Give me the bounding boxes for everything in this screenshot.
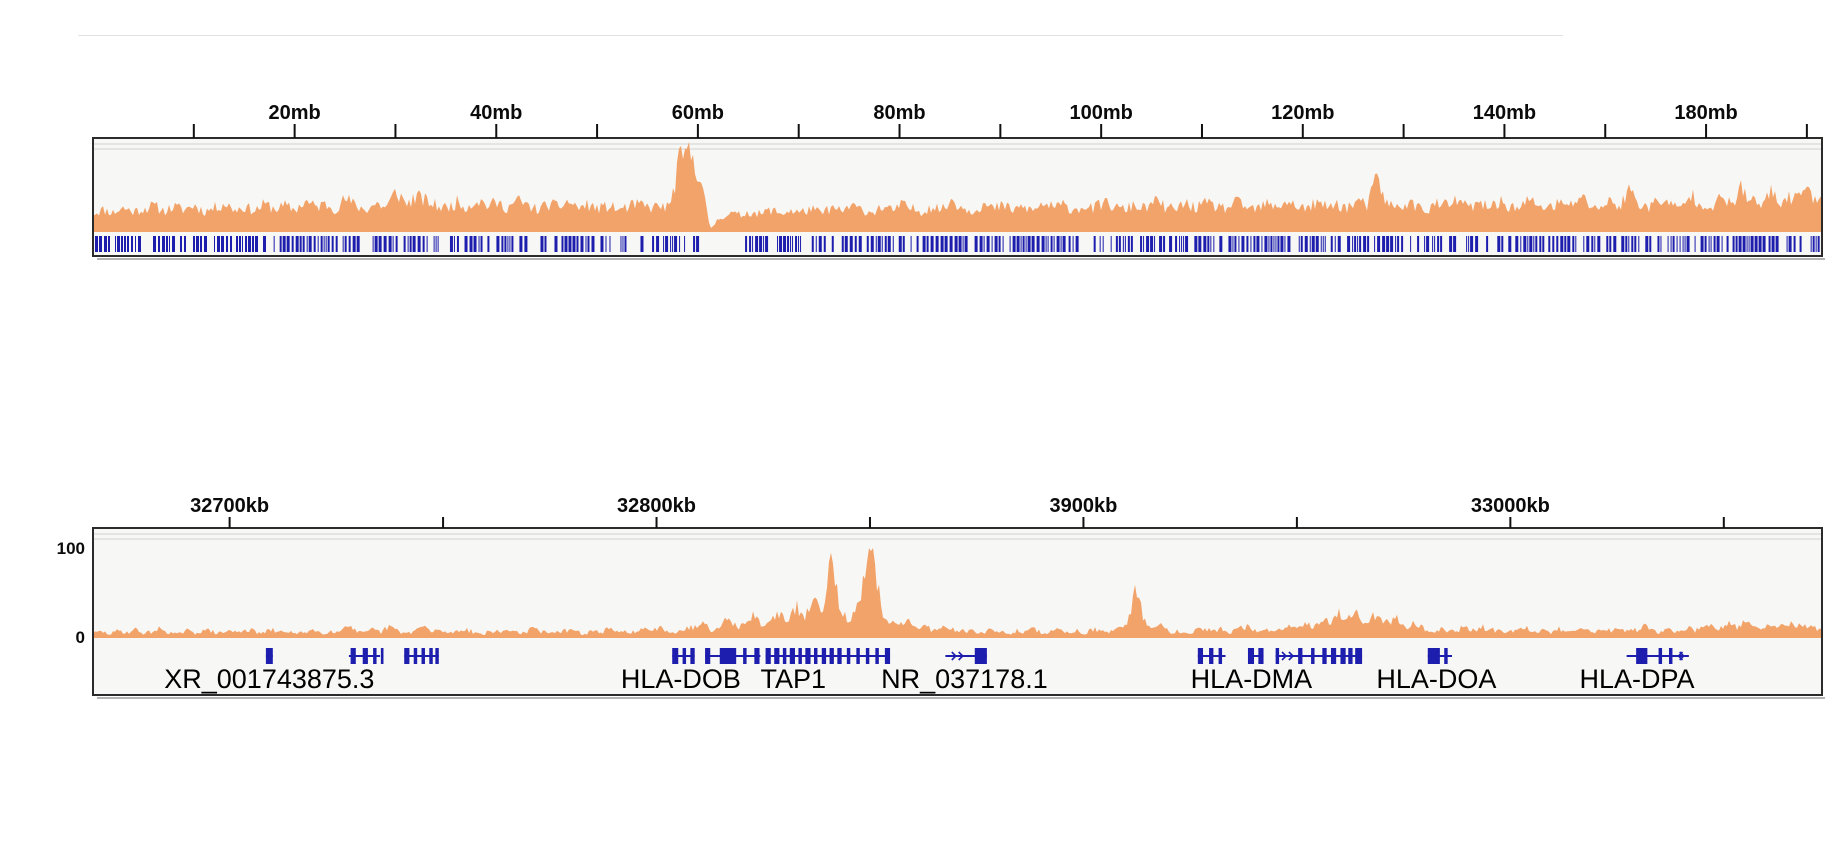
gene-exon (789, 648, 795, 664)
ruler-label: 60mb (672, 102, 724, 124)
gene-label: HLA-DOB (621, 664, 741, 694)
gene-label: HLA-DPA (1579, 664, 1694, 694)
gene-strand-arrow (951, 651, 957, 661)
gene-exon (1258, 648, 1264, 664)
gene-exon (672, 648, 679, 664)
gene-exon (1636, 648, 1648, 664)
gene-label: HLA-DMA (1191, 664, 1313, 694)
gene-label: HLA-DOA (1376, 664, 1496, 694)
gene-exon (865, 648, 870, 664)
gene-density-track (93, 236, 1820, 252)
gene-exon (690, 648, 695, 664)
gene-exon (719, 648, 737, 664)
gene-exon (754, 648, 760, 664)
gene-exon (821, 648, 827, 664)
gene-exon (813, 648, 818, 664)
gene-exon (1348, 648, 1353, 664)
ruler-label: 180mb (1674, 102, 1737, 124)
gene-exon (1658, 648, 1663, 664)
gene-exon (1330, 648, 1337, 664)
gene-exon (1355, 648, 1363, 664)
gene-exon (798, 648, 802, 664)
gene-exon (1197, 648, 1204, 664)
gene-strand-arrow (1288, 651, 1295, 661)
gene-exon (1311, 648, 1315, 664)
gene-annotation-track (265, 648, 1689, 664)
gene-exon (974, 648, 987, 664)
gene-exon (765, 648, 771, 664)
y-axis-max-label: 100 (57, 539, 85, 558)
y-axis-min-label: 0 (76, 628, 85, 647)
gene-exon (705, 648, 711, 664)
ruler-label: 32800kb (617, 495, 696, 517)
gene-exon (805, 648, 811, 664)
hla-region-detail-panel[interactable]: XR_001743875.3 HLA-DOB TAP1 NR_037178.1 HLA-… (0, 480, 1843, 710)
ruler-label: 80mb (873, 102, 925, 124)
gene-exon (265, 648, 273, 664)
ruler-label: 3900kb (1050, 495, 1118, 517)
gene-exon (884, 648, 891, 664)
gene-exon (362, 648, 368, 664)
top-divider-line (78, 35, 1563, 36)
gene-exon (1322, 648, 1327, 664)
coverage-signal-area (93, 142, 1822, 232)
gene-exon (421, 648, 425, 664)
gene-exon (856, 648, 860, 664)
gene-exon (1275, 648, 1280, 664)
gene-exon (837, 648, 842, 664)
gene-exon (373, 648, 377, 664)
ruler-label: 33000kb (1471, 495, 1550, 517)
gene-strand-arrow (958, 651, 964, 661)
gene-exon (350, 648, 356, 664)
gene-exon (846, 648, 851, 664)
gene-exon (380, 648, 384, 664)
gene-exon (1247, 648, 1255, 664)
gene-strand-arrow (1281, 651, 1288, 661)
track-box-border (92, 137, 1823, 257)
gene-exon (774, 648, 780, 664)
ruler-label: 32700kb (190, 495, 269, 517)
gene-exon (1427, 648, 1440, 664)
track-box-border (92, 527, 1823, 696)
gene-label: XR_001743875.3 (164, 664, 374, 694)
ruler-label: 20mb (269, 102, 321, 124)
gene-exon (435, 648, 439, 664)
gene-label: NR_037178.1 (881, 664, 1048, 694)
gene-exon (682, 648, 687, 664)
gene-exon (1298, 648, 1303, 664)
chromosome-overview-panel[interactable]: 20mb 40mb 60mb 80mb 100mb 120mb 140mb 180mb (0, 92, 1843, 268)
ruler-label: 100mb (1069, 102, 1132, 124)
track-box-background (93, 528, 1822, 695)
ruler-label: 140mb (1473, 102, 1536, 124)
gene-exon (1444, 648, 1448, 664)
gene-exon (1218, 648, 1223, 664)
gene-exon (429, 648, 433, 664)
gene-exon (413, 648, 418, 664)
gene-exon (1668, 648, 1673, 664)
gene-exon (743, 648, 747, 664)
ruler-label: 40mb (470, 102, 522, 124)
gene-exon (875, 648, 879, 664)
gene-label: TAP1 (760, 664, 826, 694)
gene-exon (782, 648, 787, 664)
gene-exon (829, 648, 834, 664)
ruler-label: 120mb (1271, 102, 1334, 124)
gene-exon (404, 648, 410, 664)
gene-exon (1209, 648, 1214, 664)
gene-exon (1340, 648, 1346, 664)
gene-strand-arrow (1679, 651, 1685, 661)
